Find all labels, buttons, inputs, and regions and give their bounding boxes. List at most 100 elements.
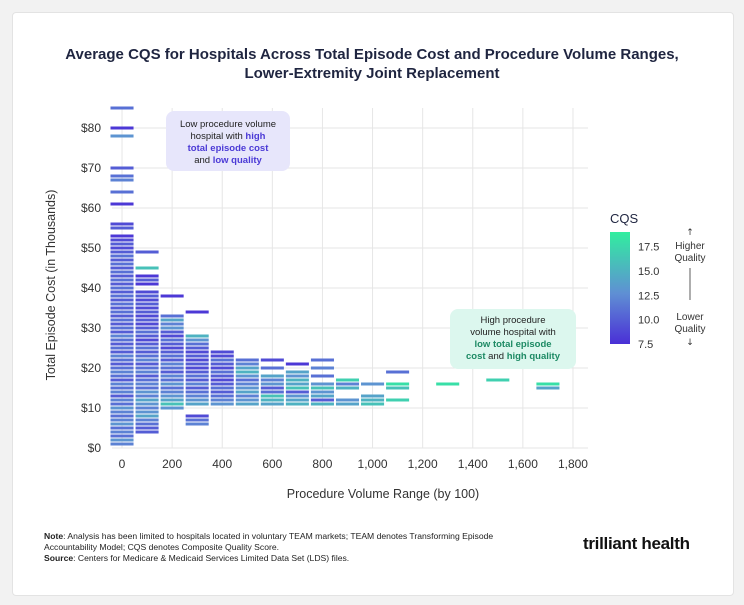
- heatmap-cell: [235, 366, 259, 370]
- heatmap-cell: [110, 382, 134, 386]
- heatmap-cell: [135, 386, 159, 390]
- heatmap-cell: [260, 378, 284, 382]
- heatmap-cell: [285, 362, 309, 366]
- heatmap-cell: [135, 426, 159, 430]
- heatmap-cell: [361, 394, 385, 398]
- legend-lower-line1: Lower: [676, 312, 704, 323]
- heatmap-cell: [185, 402, 209, 406]
- heatmap-cell: [235, 382, 259, 386]
- x-tick-label: 1,200: [408, 457, 438, 471]
- heatmap-cell: [160, 394, 184, 398]
- heatmap-cell: [135, 302, 159, 306]
- callout-high-volume: High procedure volume hospital with low …: [450, 309, 576, 369]
- heatmap-cell: [160, 366, 184, 370]
- x-tick-label: 1,000: [358, 457, 388, 471]
- heatmap-cell: [185, 362, 209, 366]
- heatmap-cell: [160, 338, 184, 342]
- x-tick-label: 200: [162, 457, 182, 471]
- heatmap-cell: [135, 282, 159, 286]
- heatmap-cell: [386, 370, 410, 374]
- heatmap-cell: [110, 234, 134, 238]
- heatmap-cell: [110, 410, 134, 414]
- heatmap-cell: [160, 390, 184, 394]
- heatmap-cell: [210, 382, 234, 386]
- heatmap-cell: [110, 418, 134, 422]
- heatmap-cell: [110, 310, 134, 314]
- heatmap-cell: [235, 378, 259, 382]
- heatmap-cell: [310, 398, 334, 402]
- heatmap-cell: [110, 246, 134, 250]
- heatmap-cell: [110, 430, 134, 434]
- heatmap-cell: [135, 294, 159, 298]
- heatmap-cell: [110, 414, 134, 418]
- y-tick-label: $20: [81, 361, 101, 375]
- heatmap-cell: [110, 354, 134, 358]
- heatmap-cell: [310, 374, 334, 378]
- heatmap-cell: [135, 390, 159, 394]
- heatmap-cell: [210, 374, 234, 378]
- heatmap-cell: [135, 362, 159, 366]
- x-tick-label: 1,400: [458, 457, 488, 471]
- heatmap-cell: [210, 394, 234, 398]
- heatmap-cell: [210, 366, 234, 370]
- heatmap-cell: [110, 326, 134, 330]
- heatmap-cell: [110, 298, 134, 302]
- heatmap-cell: [110, 254, 134, 258]
- heatmap-cells: [110, 106, 560, 446]
- heatmap-cell: [110, 106, 134, 110]
- legend-tick-label: 10.0: [638, 315, 659, 327]
- heatmap-cell: [160, 318, 184, 322]
- heatmap-cell: [160, 342, 184, 346]
- heatmap-cell: [285, 378, 309, 382]
- heatmap-cell: [110, 394, 134, 398]
- heatmap-cell: [110, 442, 134, 446]
- heatmap-cell: [110, 242, 134, 246]
- heatmap-cell: [135, 430, 159, 434]
- heatmap-cell: [110, 274, 134, 278]
- heatmap-cell: [135, 366, 159, 370]
- heatmap-cell: [110, 398, 134, 402]
- legend-tick-label: 15.0: [638, 266, 659, 278]
- heatmap-cell: [185, 390, 209, 394]
- x-tick-label: 600: [262, 457, 282, 471]
- heatmap-cell: [160, 326, 184, 330]
- chart-title: Average CQS for Hospitals Across Total E…: [0, 45, 744, 83]
- x-tick-label: 0: [119, 457, 126, 471]
- heatmap-cell: [110, 238, 134, 242]
- heatmap-cell: [310, 386, 334, 390]
- heatmap-cell: [361, 382, 385, 386]
- callout-high-line3: low total episode: [474, 339, 552, 350]
- heatmap-cell: [235, 362, 259, 366]
- heatmap-cell: [361, 402, 385, 406]
- heatmap-cell: [386, 382, 410, 386]
- heatmap-cell: [285, 402, 309, 406]
- heatmap-cell: [135, 334, 159, 338]
- heatmap-cell: [110, 402, 134, 406]
- heatmap-cell: [160, 322, 184, 326]
- heatmap-cell: [160, 294, 184, 298]
- heatmap-cell: [210, 402, 234, 406]
- heatmap-cell: [135, 318, 159, 322]
- heatmap-cell: [110, 226, 134, 230]
- heatmap-cell: [185, 398, 209, 402]
- heatmap-cell: [135, 350, 159, 354]
- footnote-note: Note: Analysis has been limited to hospi…: [44, 531, 494, 552]
- legend-colorbar: [610, 232, 630, 344]
- heatmap-cell: [135, 314, 159, 318]
- heatmap-cell: [210, 358, 234, 362]
- heatmap-cell: [110, 386, 134, 390]
- heatmap-cell: [110, 422, 134, 426]
- heatmap-cell: [185, 346, 209, 350]
- legend-arrow-up-icon: ↑: [686, 228, 694, 238]
- callout-low-line2: hospital with high: [190, 131, 266, 142]
- heatmap-cell: [310, 394, 334, 398]
- heatmap-cell: [536, 382, 560, 386]
- y-tick-label: $0: [88, 441, 102, 455]
- heatmap-cell: [110, 222, 134, 226]
- heatmap-cell: [110, 250, 134, 254]
- heatmap-cell: [110, 378, 134, 382]
- heatmap-cell: [260, 398, 284, 402]
- heatmap-cell: [185, 370, 209, 374]
- axes: Procedure Volume Range (by 100) Total Ep…: [44, 121, 588, 501]
- heatmap-cell: [135, 418, 159, 422]
